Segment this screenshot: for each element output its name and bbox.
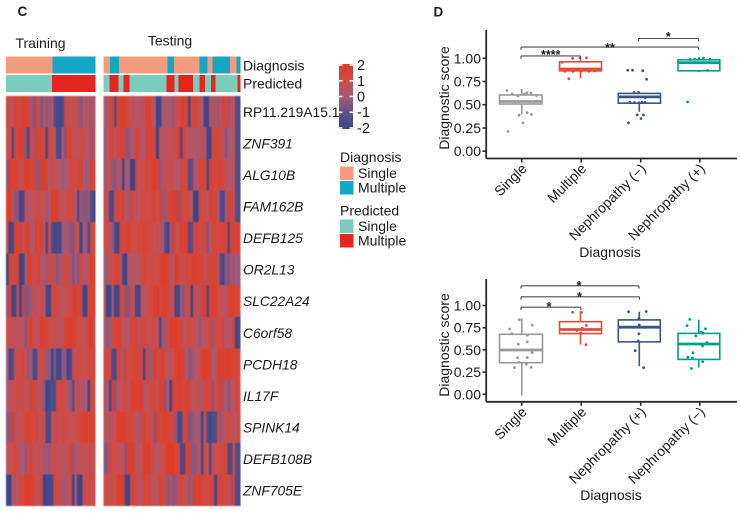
svg-text:-2: -2 (357, 121, 370, 137)
svg-text:PCDH18: PCDH18 (243, 357, 298, 372)
svg-text:ZNF705E: ZNF705E (242, 484, 303, 499)
svg-text:Predicted: Predicted (340, 203, 399, 219)
svg-text:1: 1 (357, 74, 365, 90)
svg-text:IL17F: IL17F (243, 389, 280, 404)
svg-text:SPINK14: SPINK14 (243, 420, 300, 435)
svg-text:Diagnostic score: Diagnostic score (436, 293, 452, 397)
svg-text:**: ** (605, 41, 615, 55)
svg-text:SLC22A24: SLC22A24 (243, 294, 310, 309)
svg-text:0.00: 0.00 (454, 143, 481, 159)
svg-text:FAM162B: FAM162B (243, 200, 303, 215)
svg-text:Predicted: Predicted (243, 76, 302, 92)
svg-text:DEFB108B: DEFB108B (243, 452, 312, 467)
svg-text:Diagnostic score: Diagnostic score (436, 46, 452, 150)
svg-text:Training: Training (15, 35, 65, 51)
svg-text:*: * (547, 300, 552, 314)
svg-text:Single: Single (358, 218, 397, 234)
svg-text:Diagnosis: Diagnosis (580, 487, 641, 503)
svg-text:0.50: 0.50 (454, 342, 481, 358)
svg-text:2: 2 (357, 58, 365, 74)
svg-text:0.75: 0.75 (454, 320, 481, 336)
svg-text:DEFB125: DEFB125 (243, 231, 303, 246)
svg-text:Single: Single (358, 165, 397, 181)
svg-text:OR2L13: OR2L13 (243, 263, 295, 278)
svg-text:RP11.219A15.1: RP11.219A15.1 (243, 105, 339, 120)
svg-text:ALG10B: ALG10B (242, 168, 295, 183)
svg-text:Multiple: Multiple (358, 180, 406, 196)
svg-text:0: 0 (357, 90, 365, 106)
svg-text:D: D (434, 5, 444, 20)
svg-text:-1: -1 (357, 105, 370, 121)
svg-text:*: * (666, 30, 671, 44)
svg-text:ZNF391: ZNF391 (242, 137, 293, 152)
svg-text:*: * (577, 279, 582, 293)
svg-text:0.25: 0.25 (454, 120, 481, 136)
svg-text:****: **** (541, 48, 561, 62)
svg-text:0.25: 0.25 (454, 364, 481, 380)
svg-text:0.75: 0.75 (454, 74, 481, 90)
svg-text:Diagnosis: Diagnosis (579, 244, 640, 260)
svg-text:C6orf58: C6orf58 (243, 326, 292, 341)
svg-text:0.00: 0.00 (454, 386, 481, 402)
svg-text:Multiple: Multiple (358, 233, 406, 249)
svg-text:Testing: Testing (148, 33, 192, 49)
svg-text:1.00: 1.00 (454, 298, 481, 314)
svg-text:C: C (18, 4, 28, 19)
svg-text:0.50: 0.50 (454, 97, 481, 113)
svg-text:Diagnosis: Diagnosis (340, 149, 401, 165)
svg-text:*: * (577, 290, 582, 304)
svg-text:Diagnosis: Diagnosis (243, 58, 304, 74)
svg-text:1.00: 1.00 (454, 50, 481, 66)
